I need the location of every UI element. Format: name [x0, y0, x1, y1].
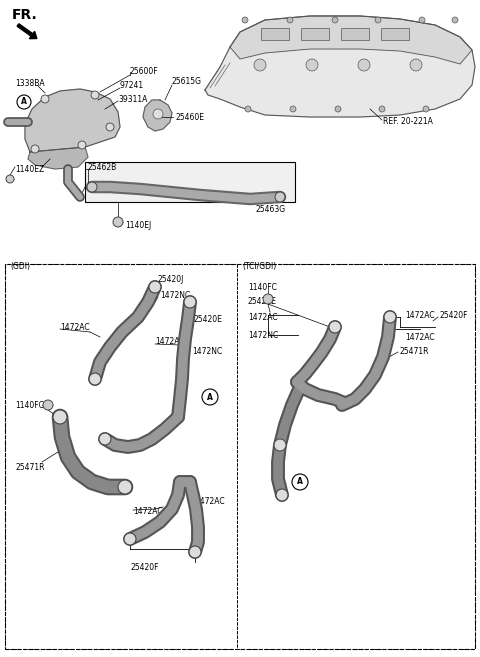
Circle shape	[31, 145, 39, 153]
Text: A: A	[21, 97, 27, 106]
Text: 25420J: 25420J	[158, 275, 184, 284]
Circle shape	[43, 400, 53, 410]
Text: 1472AC: 1472AC	[405, 332, 434, 342]
Circle shape	[184, 296, 196, 308]
Bar	[341, 28, 369, 40]
Circle shape	[124, 533, 136, 545]
Bar	[237, 264, 475, 649]
Text: 1140FC: 1140FC	[248, 283, 277, 292]
Text: 1338BA: 1338BA	[15, 79, 45, 89]
Circle shape	[6, 175, 14, 183]
Bar	[5, 264, 475, 649]
Polygon shape	[28, 147, 88, 169]
Circle shape	[87, 182, 97, 192]
Text: REF. 20-221A: REF. 20-221A	[383, 118, 433, 127]
Circle shape	[106, 123, 114, 131]
Text: 1472AC: 1472AC	[195, 497, 225, 507]
Text: 25420E: 25420E	[193, 315, 222, 323]
Text: 25615G: 25615G	[172, 78, 202, 87]
Circle shape	[384, 311, 396, 323]
Circle shape	[335, 106, 341, 112]
Text: 25462B: 25462B	[88, 162, 117, 171]
Circle shape	[379, 106, 385, 112]
Circle shape	[17, 95, 31, 109]
Circle shape	[276, 489, 288, 501]
Circle shape	[53, 410, 67, 424]
Text: 25420F: 25420F	[440, 311, 468, 319]
Text: 1140FC: 1140FC	[15, 401, 44, 409]
Circle shape	[332, 17, 338, 23]
Circle shape	[287, 17, 293, 23]
Circle shape	[245, 106, 251, 112]
Circle shape	[99, 433, 111, 445]
Circle shape	[78, 141, 86, 149]
Circle shape	[290, 106, 296, 112]
Text: 25460E: 25460E	[175, 112, 204, 122]
Circle shape	[263, 294, 273, 304]
Text: 1472AC: 1472AC	[248, 313, 277, 321]
Circle shape	[149, 281, 161, 293]
FancyArrow shape	[17, 24, 37, 39]
Circle shape	[375, 17, 381, 23]
Text: 1472NC: 1472NC	[160, 290, 190, 300]
Bar	[85, 162, 295, 202]
Circle shape	[113, 217, 123, 227]
Circle shape	[452, 17, 458, 23]
Text: 1472NC: 1472NC	[192, 348, 222, 357]
Circle shape	[306, 59, 318, 71]
Text: 25471R: 25471R	[400, 348, 430, 357]
Text: 25420F: 25420F	[131, 562, 159, 572]
Text: 25471R: 25471R	[15, 463, 45, 472]
Circle shape	[292, 474, 308, 490]
Circle shape	[242, 17, 248, 23]
Circle shape	[410, 59, 422, 71]
Circle shape	[153, 109, 163, 119]
Circle shape	[358, 59, 370, 71]
Circle shape	[189, 546, 201, 558]
Circle shape	[41, 95, 49, 103]
Circle shape	[254, 59, 266, 71]
Text: 97241: 97241	[120, 81, 144, 89]
Text: 1472AC: 1472AC	[133, 507, 163, 516]
Polygon shape	[230, 16, 472, 64]
Polygon shape	[205, 16, 475, 117]
Circle shape	[89, 373, 101, 385]
Bar	[381, 28, 409, 40]
Text: 25420E: 25420E	[248, 298, 277, 307]
Circle shape	[329, 321, 341, 333]
Text: 39311A: 39311A	[118, 95, 147, 104]
Circle shape	[274, 439, 286, 451]
Text: (TCI/GDI): (TCI/GDI)	[242, 263, 276, 271]
Circle shape	[275, 192, 285, 202]
Text: 25600F: 25600F	[130, 68, 158, 76]
Circle shape	[202, 389, 218, 405]
Text: 1472AC: 1472AC	[405, 311, 434, 319]
Text: 1140EJ: 1140EJ	[125, 221, 151, 229]
Polygon shape	[143, 100, 172, 131]
Circle shape	[118, 480, 132, 494]
Polygon shape	[25, 89, 120, 152]
Text: 25463G: 25463G	[255, 204, 285, 214]
Circle shape	[91, 91, 99, 99]
Circle shape	[423, 106, 429, 112]
Text: 1140EZ: 1140EZ	[15, 164, 44, 173]
Text: 1472AC: 1472AC	[60, 323, 90, 332]
Text: 1472NC: 1472NC	[248, 330, 278, 340]
Text: A: A	[207, 392, 213, 401]
Circle shape	[419, 17, 425, 23]
Text: (GDI): (GDI)	[10, 263, 30, 271]
Bar	[301, 28, 329, 40]
Text: A: A	[297, 478, 303, 486]
Text: FR.: FR.	[12, 8, 38, 22]
Text: 1472AC: 1472AC	[155, 338, 185, 346]
Bar	[261, 28, 289, 40]
Bar	[5, 264, 237, 649]
